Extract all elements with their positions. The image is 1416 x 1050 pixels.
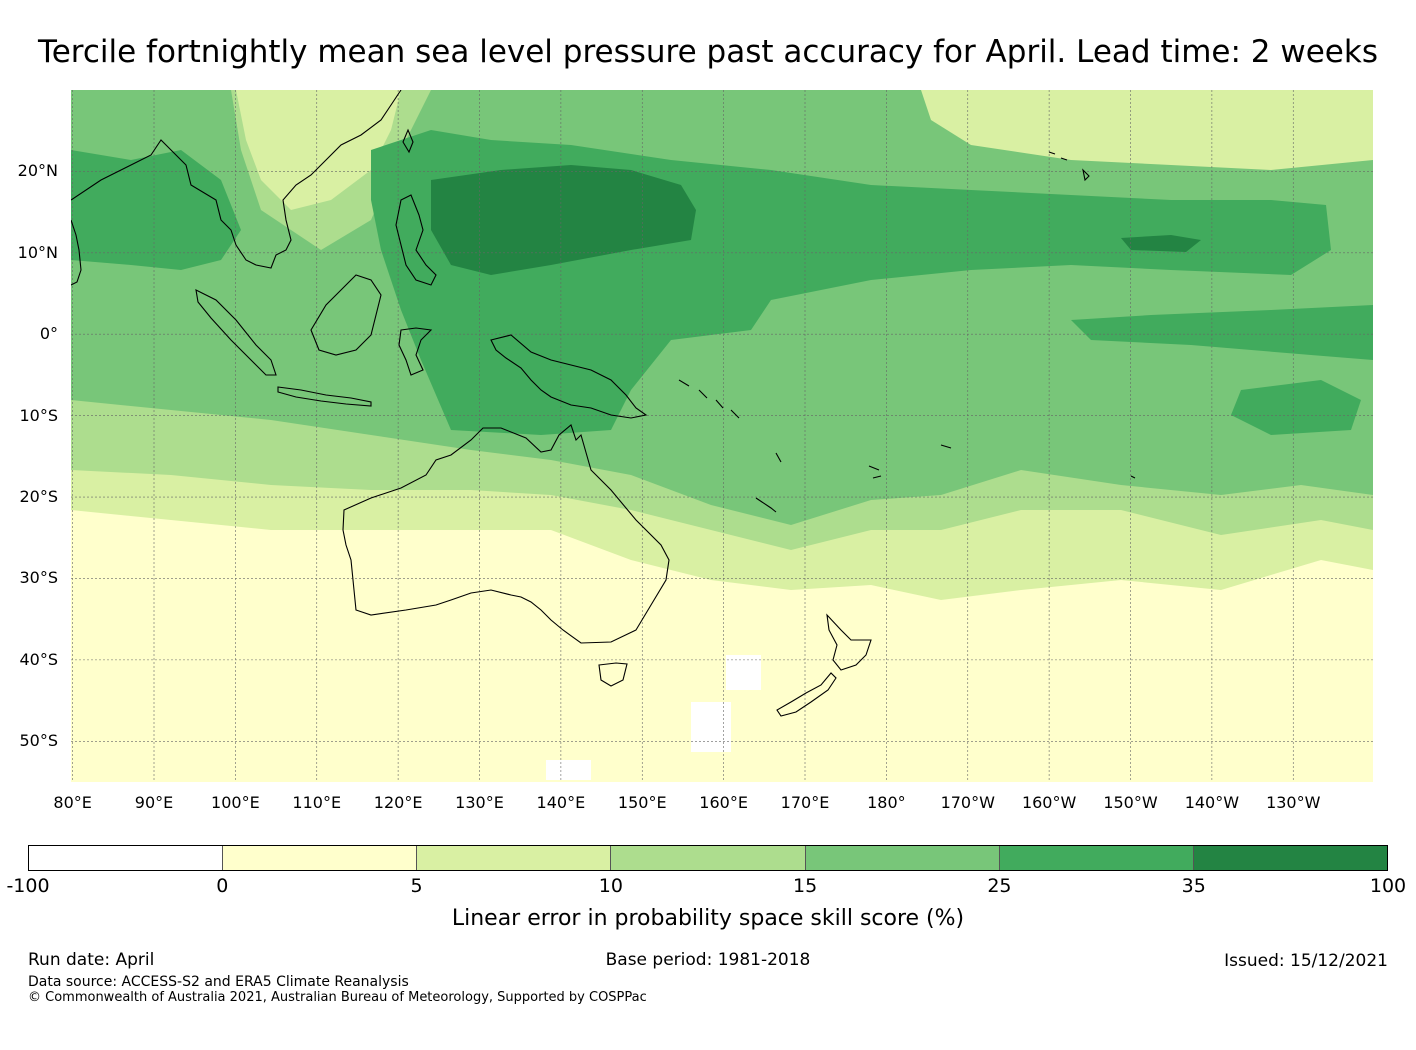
longitude-label: 100°E xyxy=(211,793,260,812)
colorbar-tick-label: 10 xyxy=(598,875,623,897)
issued-date: Issued: 15/12/2021 xyxy=(1224,951,1388,971)
coastlines xyxy=(71,90,1136,717)
colorbar-tick-label: 35 xyxy=(1181,875,1206,897)
colorbar-segment xyxy=(1193,846,1387,870)
latitude-label: 30°S xyxy=(19,568,58,588)
longitude-label: 180° xyxy=(867,793,906,812)
latitude-label: 20°N xyxy=(17,161,58,181)
longitude-label: 120°E xyxy=(373,793,423,812)
latitude-label: 10°N xyxy=(17,242,58,262)
longitude-label: 130°E xyxy=(455,793,504,812)
colorbar-segment xyxy=(999,846,1194,870)
latitude-label: 0° xyxy=(39,324,58,344)
coastline-new-zealand-north xyxy=(826,613,872,671)
colorbar-tick-label: 100 xyxy=(1369,875,1407,897)
latitude-label: 10°S xyxy=(19,405,58,425)
coastline-philippines xyxy=(395,194,437,286)
coastline-asia-mainland xyxy=(71,90,402,269)
colorbar-tick-label: -100 xyxy=(6,875,50,897)
coastline-java xyxy=(277,386,372,407)
longitude-label: 150°W xyxy=(1103,793,1158,812)
skill-band-35-100 xyxy=(431,165,1201,275)
skill-patch-northeast xyxy=(921,90,1373,170)
skill-map xyxy=(71,90,1373,782)
colorbar-segment xyxy=(805,846,1000,870)
coastline-borneo xyxy=(310,274,382,356)
coastline-new-guinea xyxy=(490,334,648,419)
graticule xyxy=(71,90,1373,782)
coastline-taiwan xyxy=(402,128,414,154)
latitude-label: 40°S xyxy=(19,649,58,669)
longitude-label: 160°W xyxy=(1021,793,1077,812)
longitude-label: 150°E xyxy=(617,793,667,812)
colorbar-segment xyxy=(417,846,612,870)
skill-patch-white xyxy=(546,655,761,780)
coastline-tasmania xyxy=(598,662,628,687)
longitude-label: 130°W xyxy=(1266,793,1321,812)
colorbar-tick-label: 0 xyxy=(216,875,229,897)
colorbar-label: Linear error in probability space skill … xyxy=(451,906,965,931)
skill-band-25-35 xyxy=(71,130,1373,435)
coastline-new-zealand-south xyxy=(776,672,837,717)
longitude-label: 140°W xyxy=(1184,793,1240,812)
colorbar-segment xyxy=(611,846,806,870)
base-period: Base period: 1981-2018 xyxy=(605,950,811,970)
colorbar-tick-label: 25 xyxy=(987,875,1012,897)
copyright: © Commonwealth of Australia 2021, Austra… xyxy=(28,990,647,1005)
chart-title: Tercile fortnightly mean sea level press… xyxy=(38,34,1378,70)
colorbar-tick-label: 5 xyxy=(410,875,423,897)
skill-patch-north-indochina xyxy=(236,90,401,210)
colorbar-segment xyxy=(223,846,418,870)
longitude-label: 170°W xyxy=(940,793,995,812)
longitude-label: 90°E xyxy=(134,793,174,812)
longitude-label: 110°E xyxy=(292,793,342,812)
colorbar-segment xyxy=(29,846,224,870)
longitude-label: 160°E xyxy=(699,793,748,812)
latitude-label: 20°S xyxy=(19,487,58,507)
coastline-sumatra xyxy=(195,289,277,376)
longitude-label: 170°E xyxy=(780,793,830,812)
longitude-label: 140°E xyxy=(536,793,586,812)
coastline-pacific-islands xyxy=(678,379,1136,513)
colorbar xyxy=(28,845,1388,871)
data-source: Data source: ACCESS-S2 and ERA5 Climate … xyxy=(28,974,409,990)
coastline-australia xyxy=(342,424,670,644)
skill-map-canvas xyxy=(71,90,1373,782)
colorbar-tick-label: 15 xyxy=(793,875,818,897)
coastline-hawaii xyxy=(1048,151,1090,182)
run-date: Run date: April xyxy=(28,950,155,970)
coastline-india xyxy=(71,219,82,286)
coastline-sulawesi xyxy=(398,327,433,376)
longitude-label: 80°E xyxy=(53,793,92,812)
latitude-label: 50°S xyxy=(19,731,58,751)
